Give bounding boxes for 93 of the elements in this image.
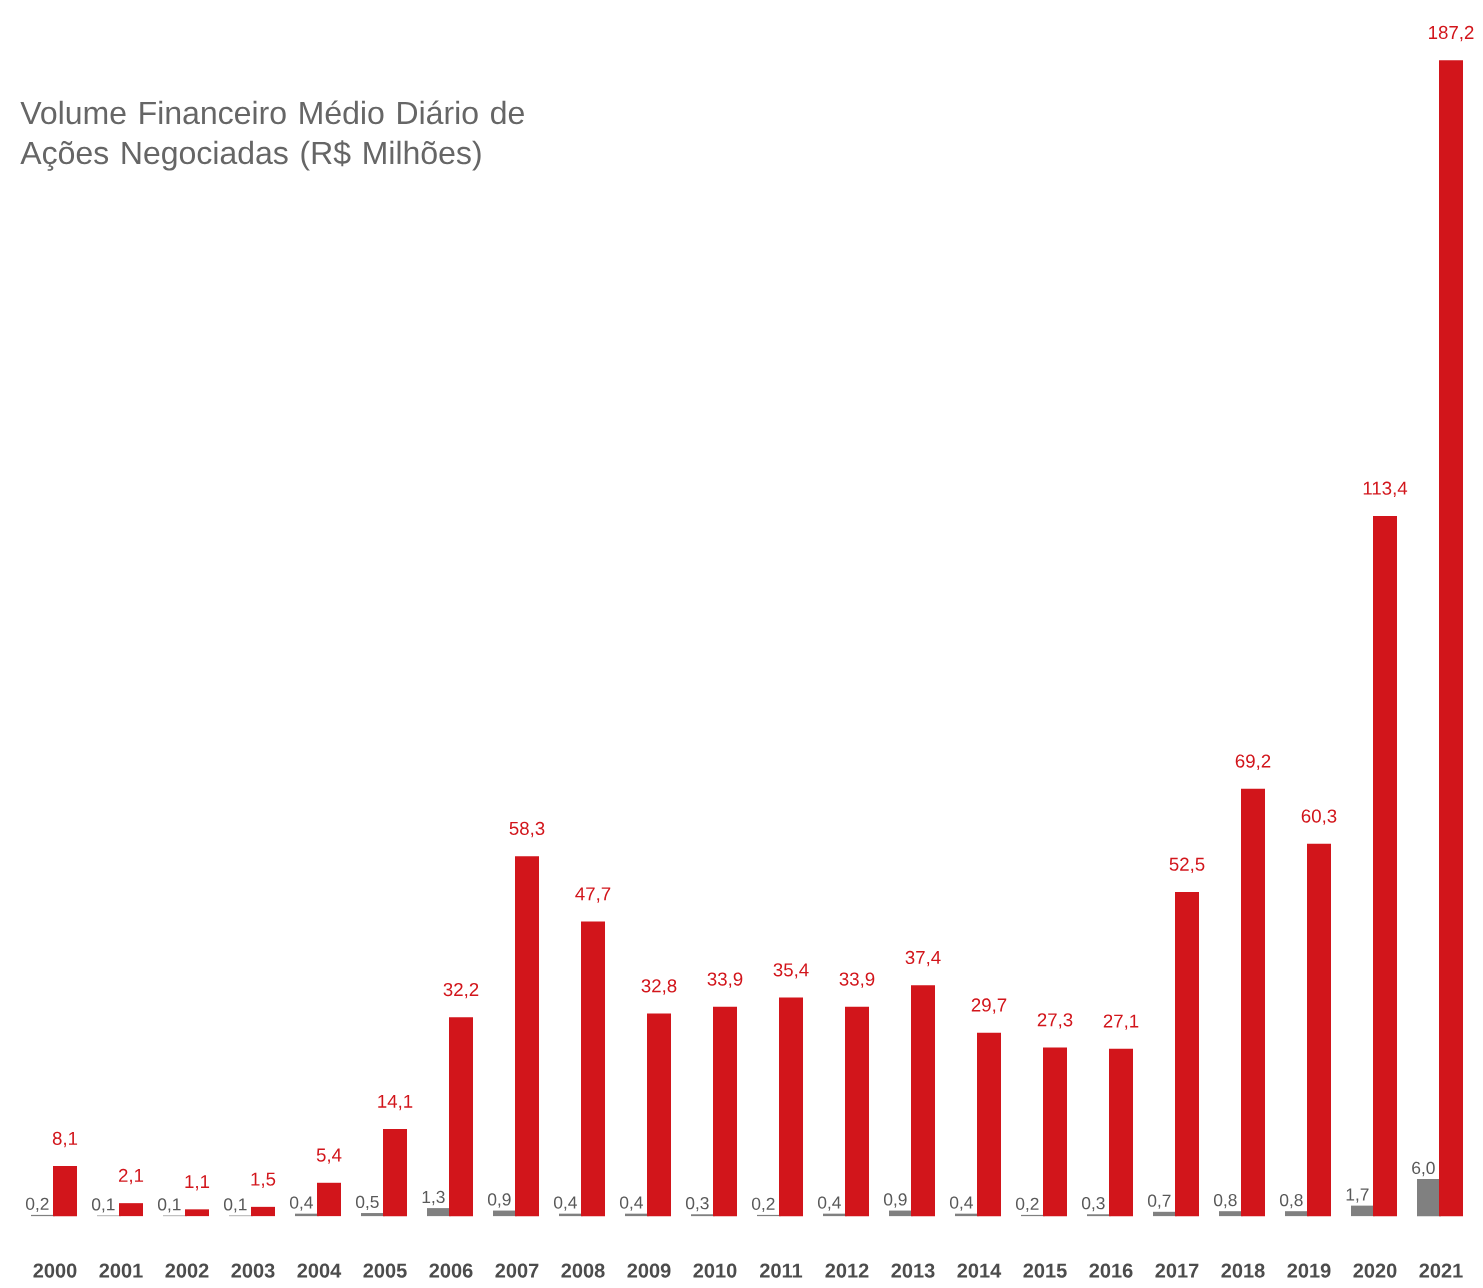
x-tick-label: 2002 xyxy=(165,1263,209,1278)
data-label: 14,1 xyxy=(378,1094,413,1111)
data-label: 29,7 xyxy=(971,998,1007,1014)
bar xyxy=(515,856,540,1217)
data-label: 2,1 xyxy=(118,1168,144,1185)
bar xyxy=(1285,1211,1309,1217)
data-label: 0,3 xyxy=(685,1196,709,1212)
data-label: 33,9 xyxy=(707,972,743,988)
data-label: 60,3 xyxy=(1301,809,1337,825)
data-label: 0,2 xyxy=(751,1197,775,1212)
data-label: 187,2 xyxy=(1429,25,1474,42)
data-label: 0,4 xyxy=(553,1196,577,1211)
data-label: 33,9 xyxy=(839,972,875,988)
data-label: 0,4 xyxy=(817,1196,841,1211)
x-tick-label: 2018 xyxy=(1221,1263,1265,1278)
bar xyxy=(1219,1211,1243,1217)
data-label: 37,4 xyxy=(905,950,941,967)
data-label: 47,7 xyxy=(575,887,611,903)
data-label: 0,4 xyxy=(619,1196,643,1211)
data-label: 113,4 xyxy=(1363,481,1408,497)
x-tick-label: 2000 xyxy=(33,1263,77,1278)
text: Volume Financeiro Médio Diário de Ações Negociadas (R$ Milhões) xyxy=(20,100,524,171)
bar xyxy=(581,921,606,1217)
bar xyxy=(647,1013,672,1217)
data-label: 8,1 xyxy=(52,1131,78,1148)
data-label: 1,1 xyxy=(185,1175,210,1191)
x-tick-label: 2004 xyxy=(297,1263,342,1278)
x-tick-label: 2010 xyxy=(693,1263,737,1278)
data-label: 52,5 xyxy=(1169,857,1205,873)
data-label: 0,4 xyxy=(289,1196,313,1211)
x-tick-label: 2013 xyxy=(891,1263,935,1278)
bar xyxy=(1043,1047,1067,1217)
x-tick-label: 2012 xyxy=(825,1263,869,1278)
bar xyxy=(779,997,804,1217)
x-tick-label: 2020 xyxy=(1353,1263,1397,1278)
x-tick-label: 2014 xyxy=(957,1263,1002,1278)
data-label: 32,8 xyxy=(641,979,677,995)
data-label: 0,3 xyxy=(1081,1196,1105,1212)
x-tick-label: 2001 xyxy=(99,1263,143,1278)
data-label: 58,3 xyxy=(509,821,545,838)
data-label: 0,2 xyxy=(25,1197,49,1212)
data-label: 0,9 xyxy=(883,1193,907,1208)
x-tick-label: 2019 xyxy=(1287,1263,1331,1278)
x-tick-label: 2011 xyxy=(760,1263,803,1278)
x-tick-label: 2016 xyxy=(1089,1263,1133,1278)
x-tick-label: 2015 xyxy=(1023,1263,1067,1278)
bar xyxy=(383,1129,407,1217)
data-label: 69,2 xyxy=(1235,754,1271,770)
bar xyxy=(185,1209,210,1217)
bar xyxy=(845,1006,869,1217)
x-tick-label: 2007 xyxy=(495,1263,539,1278)
x-tick-label: 2003 xyxy=(231,1263,275,1278)
bar xyxy=(1241,788,1266,1217)
bar xyxy=(1109,1048,1133,1217)
x-tick-label: 2005 xyxy=(363,1263,407,1278)
data-label: 0,5 xyxy=(355,1195,379,1211)
data-label: 27,3 xyxy=(1037,1013,1073,1029)
data-label: 0,2 xyxy=(1015,1197,1039,1212)
data-label: 35,4 xyxy=(773,963,809,979)
bar xyxy=(251,1206,276,1217)
bar xyxy=(1439,60,1464,1217)
bar xyxy=(53,1166,78,1217)
data-label: 0,1 xyxy=(157,1198,181,1213)
data-label: 0,4 xyxy=(949,1196,973,1211)
data-label: 1,3 xyxy=(422,1190,445,1206)
data-label: 0,1 xyxy=(91,1198,115,1213)
x-tick-label: 2006 xyxy=(429,1263,473,1278)
data-label: 1,5 xyxy=(251,1172,276,1188)
bar xyxy=(713,1006,738,1217)
bar xyxy=(1307,843,1331,1217)
bar xyxy=(317,1182,342,1217)
data-label: 5,4 xyxy=(316,1148,342,1164)
data-label: 0,9 xyxy=(487,1193,511,1208)
data-label: 0,1 xyxy=(223,1198,247,1213)
bar xyxy=(1373,515,1398,1217)
bar xyxy=(119,1203,144,1217)
bar xyxy=(449,1017,474,1217)
x-tick-label: 2008 xyxy=(561,1263,605,1278)
x-tick-label: 2017 xyxy=(1155,1263,1199,1278)
data-label: 6,0 xyxy=(1412,1161,1435,1177)
bar xyxy=(977,1032,1002,1217)
x-tick-label: 2021 xyxy=(1419,1263,1463,1278)
data-label: 0,8 xyxy=(1213,1193,1237,1209)
data-label: 0,7 xyxy=(1147,1194,1171,1209)
bar xyxy=(1417,1179,1441,1217)
bar xyxy=(1175,891,1200,1217)
data-label: 1,7 xyxy=(1346,1188,1369,1203)
data-label: 0,8 xyxy=(1279,1193,1303,1209)
bar xyxy=(911,985,936,1217)
x-tick-label: 2009 xyxy=(627,1263,671,1278)
bar xyxy=(427,1208,452,1217)
data-label: 32,2 xyxy=(443,982,479,999)
data-label: 27,1 xyxy=(1103,1014,1139,1030)
